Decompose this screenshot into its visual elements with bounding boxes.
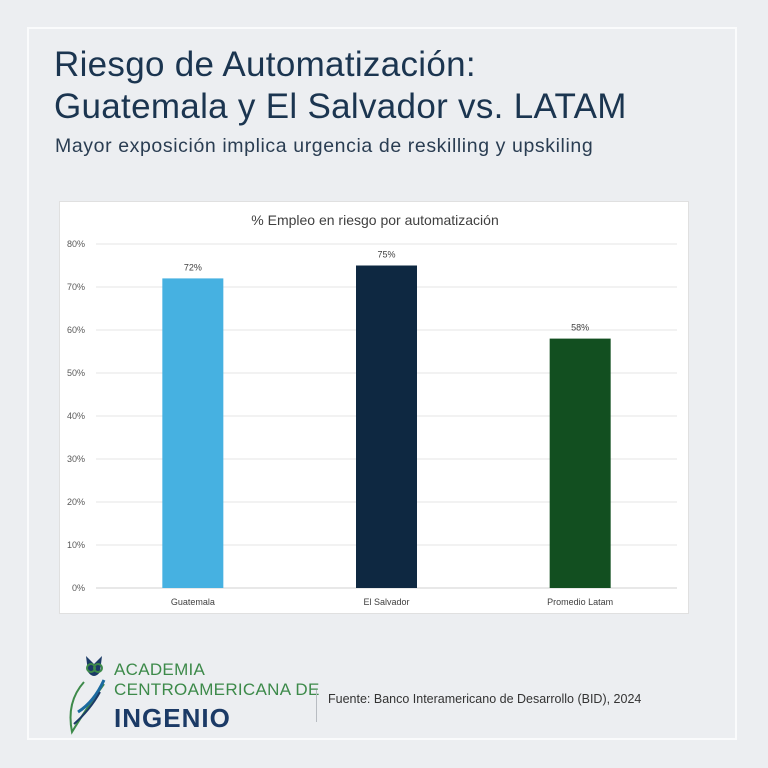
y-tick-label: 20%	[67, 497, 85, 507]
x-tick-label: Promedio Latam	[547, 597, 613, 607]
data-label: 75%	[377, 250, 395, 260]
page-title: Riesgo de Automatización: Guatemala y El…	[54, 44, 627, 128]
footer-divider	[316, 690, 317, 722]
chart-title: % Empleo en riesgo por automatización	[251, 212, 498, 228]
owl-logo-icon	[69, 656, 106, 735]
chart-card: % Empleo en riesgo por automatización 0% 1…	[59, 201, 689, 614]
subtitle: Mayor exposición implica urgencia de res…	[55, 135, 594, 157]
title-line-2: Guatemala y El Salvador vs. LATAM	[54, 87, 627, 126]
data-label: 58%	[571, 323, 589, 333]
y-tick-label: 10%	[67, 540, 85, 550]
y-tick-label: 70%	[67, 282, 85, 292]
logo-text-line3: INGENIO	[114, 703, 231, 733]
bar-guatemala	[162, 278, 224, 588]
logo-text-line2: CENTROAMERICANA DE	[114, 680, 320, 699]
x-tick-label: El Salvador	[363, 597, 409, 607]
source-text: Fuente: Banco Interamericano de Desarrol…	[328, 692, 642, 706]
academia-logo: ACADEMIA CENTROAMERICANA DE INGENIO	[64, 652, 319, 740]
data-label: 72%	[184, 262, 202, 272]
title-line-1: Riesgo de Automatización:	[54, 45, 476, 84]
bar-chart: % Empleo en riesgo por automatización 0% 1…	[67, 212, 677, 607]
y-tick-label: 50%	[67, 368, 85, 378]
y-tick-label: 60%	[67, 325, 85, 335]
bar-promedio-latam	[549, 338, 611, 588]
y-tick-label: 30%	[67, 454, 85, 464]
y-tick-label: 40%	[67, 411, 85, 421]
logo-text-line1: ACADEMIA	[114, 660, 206, 679]
y-tick-label: 80%	[67, 239, 85, 249]
y-tick-label: 0%	[72, 583, 85, 593]
frame-border	[27, 27, 737, 740]
bar-el-salvador	[356, 265, 417, 588]
x-tick-label: Guatemala	[171, 597, 215, 607]
